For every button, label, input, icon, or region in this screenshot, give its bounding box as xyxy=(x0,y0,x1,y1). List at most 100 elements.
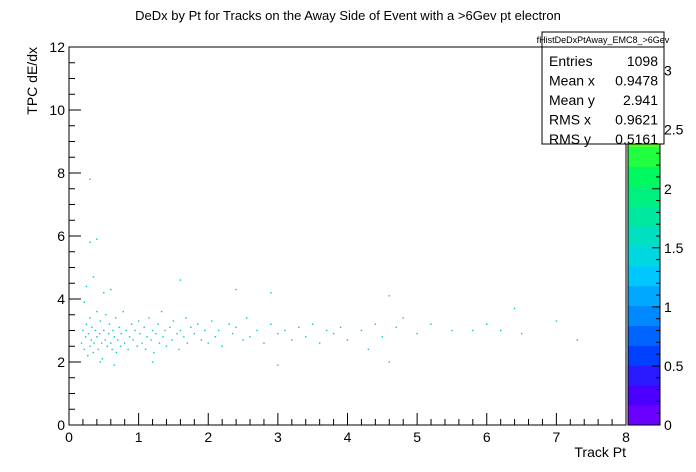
palette-band xyxy=(628,265,660,287)
data-point xyxy=(110,288,112,291)
data-point xyxy=(318,342,321,344)
data-point xyxy=(103,329,105,332)
data-point xyxy=(520,332,523,335)
data-points xyxy=(80,178,578,366)
data-point xyxy=(277,364,279,366)
x-tick-label: 6 xyxy=(483,429,491,445)
data-point xyxy=(139,332,141,335)
y-tick-label: 10 xyxy=(49,102,65,118)
data-point xyxy=(101,358,104,360)
data-point xyxy=(499,329,502,332)
data-point xyxy=(217,329,220,332)
data-point xyxy=(153,351,155,354)
y-axis-label: TPC dE/dx xyxy=(24,47,40,115)
y-tick-label: 8 xyxy=(57,165,65,181)
data-point xyxy=(93,342,95,344)
data-point xyxy=(256,329,258,332)
data-point xyxy=(107,332,110,335)
data-point xyxy=(114,317,117,319)
data-point xyxy=(245,317,248,319)
palette-band xyxy=(628,186,660,207)
data-point xyxy=(92,351,95,354)
data-point xyxy=(291,339,293,341)
data-point xyxy=(185,317,187,319)
data-point xyxy=(171,339,173,341)
data-point xyxy=(94,329,97,332)
data-point xyxy=(242,339,244,341)
data-point xyxy=(165,345,168,347)
data-point xyxy=(90,339,92,341)
data-point xyxy=(97,348,99,351)
palette-tick-label: 0.5 xyxy=(664,358,684,374)
data-point xyxy=(311,323,314,325)
data-point xyxy=(277,332,279,335)
stats-row-label: RMS x xyxy=(549,112,591,128)
data-point xyxy=(118,326,120,329)
data-point xyxy=(200,339,202,341)
data-point xyxy=(430,323,432,325)
palette-tick-label: 0 xyxy=(664,417,672,433)
palette-band xyxy=(628,146,660,167)
data-point xyxy=(197,323,199,325)
stats-row-label: RMS y xyxy=(549,131,591,147)
data-point xyxy=(388,361,390,363)
x-axis-label: Track Pt xyxy=(574,444,626,460)
stats-rows: Entries 1098 Mean x 0.9478 Mean y 2.941 RMS x 0… xyxy=(549,53,658,147)
x-tick-label: 4 xyxy=(344,429,352,445)
data-point xyxy=(108,323,111,325)
palette-band xyxy=(628,226,660,247)
palette-tick-label: 2.5 xyxy=(664,122,684,138)
data-point xyxy=(270,292,272,294)
data-point xyxy=(89,178,91,180)
stats-row-value: 0.9621 xyxy=(615,112,658,128)
data-point xyxy=(89,345,91,347)
stats-box-frame xyxy=(541,31,665,145)
data-point xyxy=(169,326,171,329)
data-point xyxy=(228,323,230,325)
data-point xyxy=(80,342,83,344)
x-tick-label: 7 xyxy=(552,429,560,445)
data-point xyxy=(367,348,370,351)
palette-band xyxy=(628,245,660,267)
data-point xyxy=(204,329,206,332)
data-point xyxy=(128,336,131,338)
y-tick-label: 12 xyxy=(49,39,65,55)
data-point xyxy=(127,348,129,351)
palette-tick-label: 3 xyxy=(664,63,672,79)
data-point xyxy=(158,342,161,344)
data-point xyxy=(211,320,213,322)
data-point xyxy=(96,238,98,240)
x-tick-label: 1 xyxy=(135,429,143,445)
x-tick-label: 3 xyxy=(274,429,282,445)
palette-band xyxy=(628,345,660,366)
data-point xyxy=(87,332,90,335)
data-point xyxy=(193,332,196,335)
data-point xyxy=(178,348,180,351)
data-point xyxy=(325,329,328,332)
data-point xyxy=(451,329,453,332)
data-point xyxy=(92,276,95,278)
data-point xyxy=(221,345,223,347)
x-tick-label: 8 xyxy=(622,429,630,445)
data-point xyxy=(136,345,138,347)
stats-row-label: Mean x xyxy=(549,73,595,89)
data-point xyxy=(179,329,182,332)
palette-tick-label: 2 xyxy=(664,181,672,197)
data-point xyxy=(130,323,133,325)
data-point xyxy=(85,336,87,338)
x-tick-label: 0 xyxy=(65,429,73,445)
data-point xyxy=(231,332,234,335)
data-point xyxy=(402,317,404,319)
data-point xyxy=(134,329,136,332)
y-tick-label: 0 xyxy=(57,417,65,433)
data-point xyxy=(249,336,251,338)
chart-title: DeDx by Pt for Tracks on the Away Side o… xyxy=(135,8,561,23)
y-axis: 0 2 4 6 8 10 12 xyxy=(49,39,81,433)
palette-band xyxy=(628,206,660,227)
data-point xyxy=(157,323,159,325)
data-point xyxy=(150,339,152,341)
data-point xyxy=(124,342,126,344)
data-point xyxy=(99,320,102,322)
data-point xyxy=(120,332,122,335)
